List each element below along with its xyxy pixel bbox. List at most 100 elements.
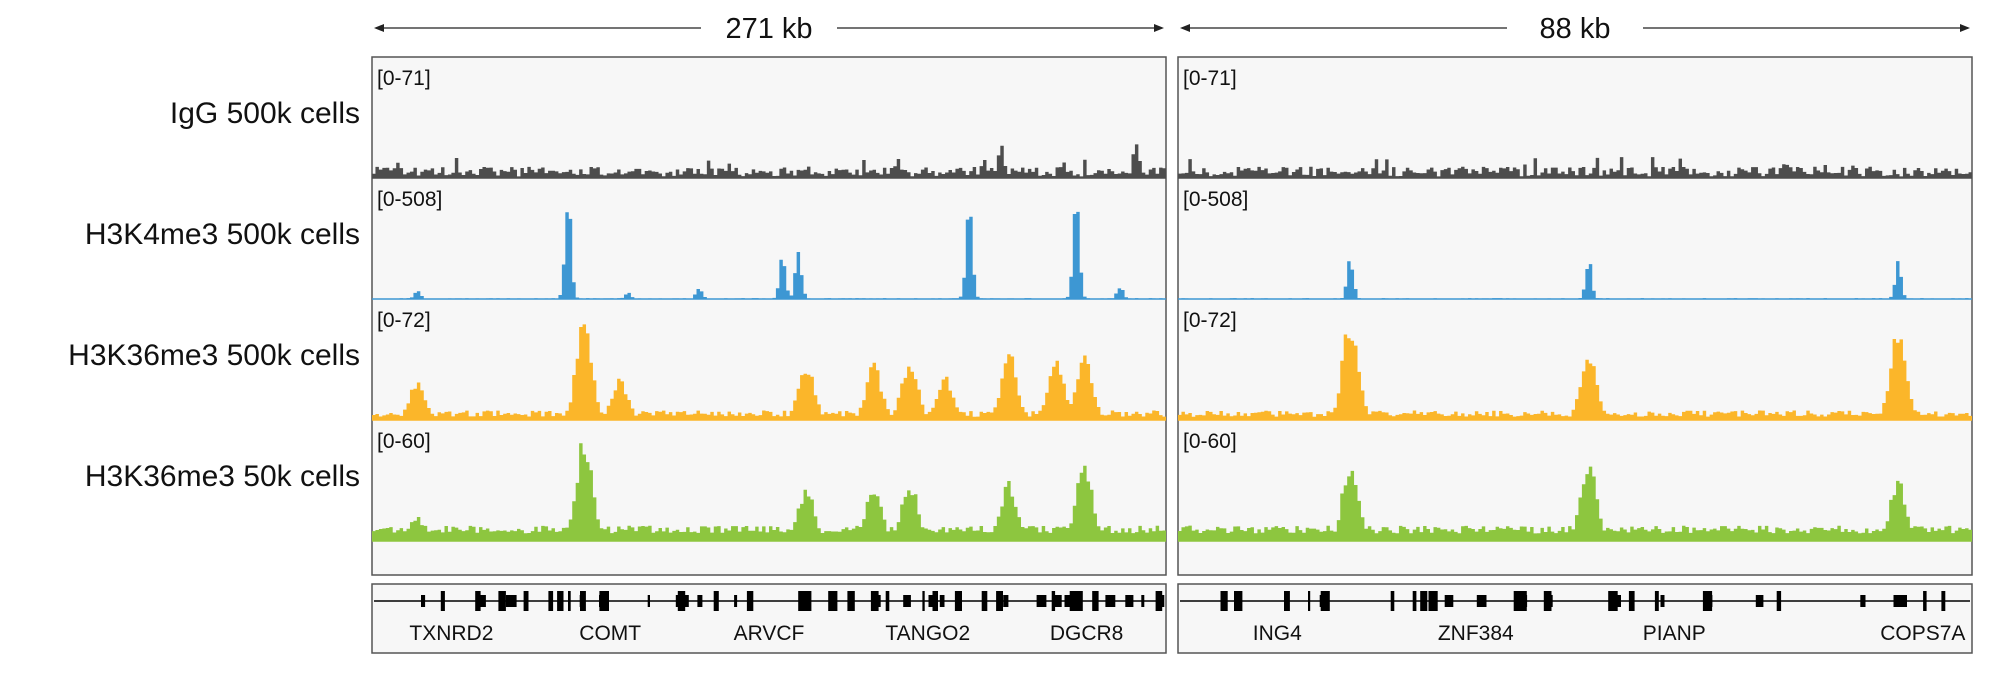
exon-block (1476, 595, 1487, 607)
exon-block (684, 595, 689, 607)
exon-block (885, 591, 890, 611)
track-range-label: [0-508] (1183, 188, 1248, 211)
exon-block (715, 591, 719, 611)
exon-block (1161, 595, 1165, 607)
gene-label: TXNRD2 (409, 622, 493, 645)
exon-block (1141, 595, 1145, 607)
track-label: H3K4me3 500k cells (85, 218, 360, 251)
exon-block (507, 595, 517, 607)
exon-block (734, 595, 738, 607)
exon-block (847, 591, 855, 611)
signal-track-H3K4me3 (372, 211, 1166, 299)
exon-block (1614, 595, 1621, 607)
track-range-label: [0-71] (377, 67, 431, 90)
gene-label: ZNF384 (1438, 622, 1514, 645)
exon-block (1308, 591, 1311, 611)
exon-block (505, 595, 509, 607)
exon-block (798, 591, 807, 611)
track-range-label: [0-508] (377, 188, 442, 211)
region-88kb-panel: 88 kb [0-71] [0-508] [0-72] [0-60] ING4 ZNF384… (1177, 13, 1973, 654)
track-label: H3K36me3 500k cells (68, 339, 360, 372)
arrowhead-right-icon (1960, 24, 1970, 32)
exon-block (476, 595, 486, 607)
exon-block (1608, 591, 1618, 611)
arrowhead-left-icon (374, 24, 384, 32)
exon-block (939, 595, 945, 607)
exon-block (440, 591, 445, 611)
exon-block (1036, 595, 1042, 607)
signal-track-H3K4me3 (1178, 261, 1972, 299)
exon-block (568, 591, 571, 611)
region-size-label: 88 kb (1540, 13, 1611, 45)
exon-block (1444, 595, 1454, 607)
gene-label: TANGO2 (885, 622, 970, 645)
exon-block (523, 591, 529, 611)
exon-block (599, 595, 608, 607)
track-labels: IgG 500k cells H3K4me3 500k cells H3K36me3… (68, 97, 360, 493)
exon-block (1220, 591, 1228, 611)
exon-block (1234, 591, 1243, 611)
gene-label: ING4 (1253, 622, 1302, 645)
exon-block (1064, 595, 1075, 607)
track-range-label: [0-72] (1183, 309, 1237, 332)
exon-block (996, 595, 1003, 607)
exon-block (954, 591, 962, 611)
exon-block (1421, 591, 1428, 611)
exon-block (1053, 595, 1062, 607)
exon-block (713, 591, 718, 611)
gene-label: COPS7A (1880, 622, 1965, 645)
signal-track-H3K36me3_50k (372, 443, 1166, 541)
exon-block (1547, 595, 1553, 607)
gene-panel (1177, 583, 1973, 654)
exon-block (1519, 595, 1528, 607)
exon-block (1319, 595, 1329, 607)
exon-block (1412, 591, 1417, 611)
exon-block (981, 591, 988, 611)
exon-block (498, 591, 506, 611)
gene-label: ARVCF (734, 622, 805, 645)
exon-block (548, 591, 554, 611)
exon-block (1660, 595, 1665, 607)
signal-track-H3K36me3_500k (372, 324, 1166, 420)
exon-block (1897, 595, 1907, 607)
exon-block (1776, 591, 1782, 611)
signal-track-IgG (372, 144, 1166, 178)
exon-block (675, 595, 686, 607)
signal-panel (371, 56, 1167, 576)
region-size-label: 271 kb (725, 13, 812, 45)
exon-block (1155, 591, 1163, 611)
exon-block (647, 595, 650, 607)
exon-block (870, 591, 879, 611)
gene-label: COMT (579, 622, 641, 645)
region-271kb-panel: 271 kb [0-71] [0-508] [0-72] [0-60] TXNRD2 COM… (371, 13, 1167, 654)
signal-track-IgG (1178, 157, 1972, 178)
arrowhead-right-icon (1154, 24, 1164, 32)
exon-block (1702, 591, 1713, 611)
track-label: H3K36me3 50k cells (85, 460, 360, 493)
exon-block (1092, 591, 1099, 611)
track-range-label: [0-60] (1183, 430, 1237, 453)
exon-block (1105, 595, 1116, 607)
exon-block (421, 595, 426, 607)
exon-block (1003, 595, 1009, 607)
gene-label: PIANP (1643, 622, 1706, 645)
exon-block (803, 591, 812, 611)
exon-block (1755, 595, 1764, 607)
exon-block (746, 591, 754, 611)
arrowhead-left-icon (1180, 24, 1190, 32)
exon-block (1125, 595, 1134, 607)
exon-block (1074, 591, 1083, 611)
exon-block (1284, 591, 1290, 611)
track-range-label: [0-72] (377, 309, 431, 332)
exon-block (1893, 595, 1902, 607)
exon-block (1941, 591, 1946, 611)
exon-block (557, 591, 564, 611)
exon-block (1051, 591, 1056, 611)
exon-block (1428, 591, 1438, 611)
signal-track-H3K36me3_50k (1178, 466, 1972, 541)
gene-label: DGCR8 (1050, 622, 1124, 645)
exon-block (1860, 595, 1866, 607)
exon-block (1039, 595, 1047, 607)
exon-block (1513, 591, 1522, 611)
